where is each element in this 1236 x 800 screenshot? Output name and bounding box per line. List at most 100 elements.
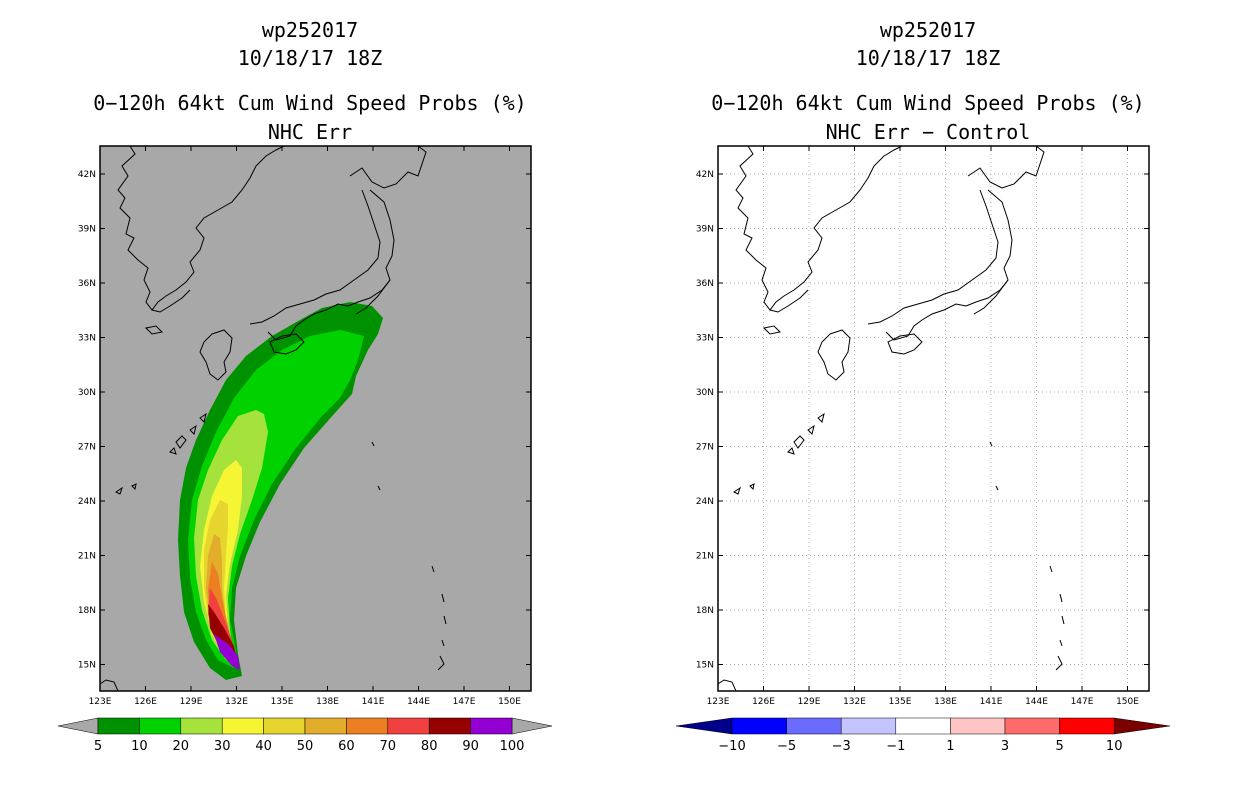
right-colorbar-swatch: [895, 717, 951, 735]
left-lon-label: 135E: [271, 697, 294, 707]
left-colorbar-swatch: [180, 717, 223, 735]
left-colorbar-swatch: [263, 717, 306, 735]
left-lon-label: 150E: [498, 697, 521, 707]
left-colorbar-label: 90: [462, 739, 479, 754]
right-datetime: 10/18/17 18Z: [855, 46, 1001, 70]
left-colorbar-label: 100: [500, 739, 525, 754]
left-colorbar-label: 30: [214, 739, 231, 754]
right-colorbar-label: −5: [777, 739, 796, 754]
left-title: 0−120h 64kt Cum Wind Speed Probs (%): [93, 91, 527, 115]
left-colorbar-swatch: [387, 717, 430, 735]
left-lat-label: 30N: [78, 388, 96, 398]
right-colorbar-swatch: [1004, 717, 1060, 735]
right-map-panel: 42N 39N 36N 33N 30N 27N 24N 21N 18N 15N 123E 126E 12…: [696, 145, 1150, 707]
left-colorbar-label: 10: [131, 739, 148, 754]
left-colorbar-low-arrow: [57, 717, 99, 735]
left-lat-label: 42N: [78, 170, 96, 180]
right-colorbar-label: 3: [1001, 739, 1009, 754]
left-lat-label: 33N: [78, 334, 96, 344]
right-subtitle: NHC Err − Control: [825, 120, 1031, 144]
right-colorbar-swatch: [1059, 717, 1115, 735]
left-colorbar-label: 5: [94, 739, 102, 754]
left-colorbar-swatch: [97, 717, 140, 735]
left-subtitle: NHC Err: [267, 120, 353, 144]
right-colorbar-boxes: −10 −5 −3 −1 1 3 5 10: [718, 717, 1123, 754]
left-lon-label: 129E: [180, 697, 203, 707]
right-lon-label: 144E: [1025, 697, 1048, 707]
left-lat-label: 21N: [78, 552, 96, 562]
right-lon-label: 126E: [752, 697, 775, 707]
left-map-frame: [99, 145, 532, 692]
right-colorbar-swatch: [731, 717, 787, 735]
right-colorbar-swatch: [786, 717, 842, 735]
left-lat-label: 36N: [78, 279, 96, 289]
right-colorbar-swatch: [950, 717, 1006, 735]
left-colorbar-label: 60: [338, 739, 355, 754]
contour-90: [214, 634, 240, 670]
left-storm-id: wp252017: [261, 18, 359, 42]
left-lat-label: 24N: [78, 497, 96, 507]
right-lat-label: 30N: [696, 388, 714, 398]
right-colorbar-swatch: [840, 717, 897, 735]
right-lon-label: 123E: [707, 697, 730, 707]
contour-10: [188, 330, 364, 668]
left-colorbar-label: 50: [297, 739, 314, 754]
left-lon-label: 132E: [225, 697, 248, 707]
right-lon-label: 150E: [1116, 697, 1139, 707]
right-title: 0−120h 64kt Cum Wind Speed Probs (%): [711, 91, 1145, 115]
left-lon-label: 123E: [89, 697, 112, 707]
right-lat-label: 27N: [696, 443, 714, 453]
right-colorbar-label: 5: [1055, 739, 1063, 754]
right-colorbar-low-arrow: [675, 717, 733, 735]
left-colorbar: 5 10 20 30 40 50 60 70 80 90 100: [57, 717, 553, 754]
left-lon-label: 141E: [362, 697, 385, 707]
left-lon-label: 138E: [316, 697, 339, 707]
left-lat-label: 15N: [78, 661, 96, 671]
left-datetime: 10/18/17 18Z: [237, 46, 383, 70]
right-colorbar-high-arrow: [1113, 717, 1171, 735]
right-colorbar-label: 10: [1106, 739, 1123, 754]
left-colorbar-label: 70: [380, 739, 397, 754]
right-lon-label: 132E: [843, 697, 866, 707]
left-colorbar-swatch: [304, 717, 347, 735]
left-colorbar-swatch: [428, 717, 471, 735]
right-colorbar-label: 1: [946, 739, 954, 754]
right-lat-label: 33N: [696, 334, 714, 344]
right-lat-label: 18N: [696, 606, 714, 616]
right-colorbar-label: −3: [832, 739, 851, 754]
right-colorbar-label: −10: [718, 739, 745, 754]
right-lat-label: 15N: [696, 661, 714, 671]
left-lat-label: 39N: [78, 225, 96, 235]
right-lon-label: 147E: [1071, 697, 1094, 707]
left-axis-ticks: 42N 39N 36N 33N 30N 27N 24N 21N 18N 15N 123E 126E 12…: [78, 146, 531, 707]
right-lat-label: 21N: [696, 552, 714, 562]
left-lon-label: 144E: [407, 697, 430, 707]
left-lon-label: 147E: [453, 697, 476, 707]
right-colorbar: −10 −5 −3 −1 1 3 5 10: [675, 717, 1171, 754]
right-lon-label: 135E: [889, 697, 912, 707]
left-lat-label: 27N: [78, 443, 96, 453]
left-map-panel: 42N 39N 36N 33N 30N 27N 24N 21N 18N 15N 123E 126E 12…: [78, 145, 532, 707]
left-colorbar-high-arrow: [511, 717, 553, 735]
left-probability-contours: [178, 302, 383, 680]
right-lon-label: 138E: [934, 697, 957, 707]
left-colorbar-boxes: 5 10 20 30 40 50 60 70 80 90 100: [94, 717, 525, 754]
right-lon-label: 141E: [980, 697, 1003, 707]
right-lat-label: 39N: [696, 225, 714, 235]
right-lon-label: 129E: [798, 697, 821, 707]
left-colorbar-swatch: [221, 717, 264, 735]
left-lon-label: 126E: [134, 697, 157, 707]
left-colorbar-label: 80: [421, 739, 438, 754]
left-lat-label: 18N: [78, 606, 96, 616]
right-lat-label: 36N: [696, 279, 714, 289]
left-colorbar-label: 20: [173, 739, 190, 754]
right-map-frame: [717, 145, 1150, 692]
right-axis-ticks: 42N 39N 36N 33N 30N 27N 24N 21N 18N 15N 123E 126E 12…: [696, 146, 1149, 707]
left-colorbar-swatch: [139, 717, 182, 735]
right-colorbar-label: −1: [886, 739, 905, 754]
left-colorbar-swatch: [470, 717, 513, 735]
left-colorbar-label: 40: [255, 739, 272, 754]
right-map-background: [718, 146, 1149, 691]
right-lat-label: 24N: [696, 497, 714, 507]
